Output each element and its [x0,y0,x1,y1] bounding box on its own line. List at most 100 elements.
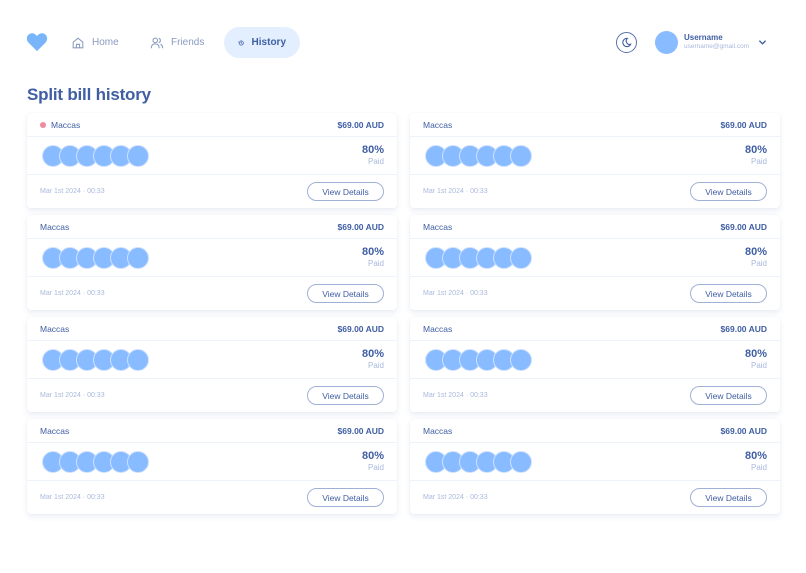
participant-avatars [423,144,532,167]
bill-card-header: Maccas $69.00 AUD [27,317,397,341]
view-details-button[interactable]: View Details [307,386,384,405]
paid-percentage: 80% Paid [362,451,384,472]
paid-percent-label: Paid [367,463,384,472]
nav-history[interactable]: History [224,27,300,58]
moon-icon [622,37,632,48]
bill-date: Mar 1st 2024 · 00:33 [40,392,105,399]
user-avatar [655,31,678,54]
bill-card-footer: Mar 1st 2024 · 00:33 View Details [410,481,780,514]
paid-percent-label: Paid [750,463,767,472]
bill-card-header: Maccas $69.00 AUD [27,113,397,137]
bill-card-header: Maccas $69.00 AUD [27,215,397,239]
participant-avatar [510,246,532,269]
bill-card-body: 80% Paid [410,443,780,481]
history-icon [238,40,244,45]
chevron-down-icon[interactable] [758,38,767,47]
paid-percent-value: 80% [361,348,384,360]
bill-amount: $69.00 AUD [720,323,767,334]
nav-home[interactable]: Home [57,27,133,58]
view-details-button[interactable]: View Details [307,182,384,201]
bill-card-footer: Mar 1st 2024 · 00:33 View Details [410,379,780,412]
participant-avatar [510,450,532,473]
bill-amount: $69.00 AUD [337,425,384,436]
bill-name-wrapper: Maccas [40,324,69,334]
users-icon [150,37,164,48]
bill-card-footer: Mar 1st 2024 · 00:33 View Details [27,277,397,310]
bill-name: Maccas [40,221,70,232]
bill-name: Maccas [423,119,453,130]
paid-percentage: 80% Paid [362,349,384,370]
paid-percentage: 80% Paid [362,247,384,268]
user-info: Username username@gmail.com [684,34,749,51]
view-details-button[interactable]: View Details [690,182,767,201]
paid-percent-value: 80% [744,246,767,258]
bill-amount: $69.00 AUD [337,221,384,232]
paid-percentage: 80% Paid [745,451,767,472]
bill-amount: $69.00 AUD [720,119,767,130]
bill-name: Maccas [51,119,81,130]
bill-card-body: 80% Paid [410,341,780,379]
paid-percent-value: 80% [361,450,384,462]
user-menu[interactable]: Username username@gmail.com [655,31,767,54]
nav-friends[interactable]: Friends [136,27,218,58]
view-details-button[interactable]: View Details [690,284,767,303]
bill-card-footer: Mar 1st 2024 · 00:33 View Details [27,379,397,412]
paid-percent-label: Paid [750,157,767,166]
bill-card-body: 80% Paid [27,137,397,175]
paid-percent-label: Paid [750,361,767,370]
participant-avatars [40,348,149,371]
bill-card-body: 80% Paid [27,341,397,379]
bill-name: Maccas [423,425,453,436]
paid-percent-value: 80% [361,246,384,258]
bill-amount: $69.00 AUD [337,323,384,334]
participant-avatar [127,246,149,269]
paid-percent-label: Paid [750,259,767,268]
bill-name-wrapper: Maccas [423,222,452,232]
bill-amount: $69.00 AUD [337,119,384,130]
nav-home-label: Home [92,37,119,48]
theme-toggle-button[interactable] [616,32,637,53]
bill-card-header: Maccas $69.00 AUD [410,419,780,443]
bill-card-body: 80% Paid [410,239,780,277]
participant-avatars [423,348,532,371]
view-details-button[interactable]: View Details [690,386,767,405]
participant-avatar [510,144,532,167]
bill-card-body: 80% Paid [27,443,397,481]
bill-card-header: Maccas $69.00 AUD [410,113,780,137]
participant-avatars [40,450,149,473]
bill-name: Maccas [423,323,453,334]
view-details-button[interactable]: View Details [307,488,384,507]
paid-percent-label: Paid [367,157,384,166]
bill-name-wrapper: Maccas [40,426,69,436]
participant-avatar [510,348,532,371]
bill-date: Mar 1st 2024 · 00:33 [423,290,488,297]
bill-card-body: 80% Paid [27,239,397,277]
bill-date: Mar 1st 2024 · 00:33 [40,494,105,501]
bill-date: Mar 1st 2024 · 00:33 [423,392,488,399]
paid-percent-value: 80% [744,450,767,462]
unread-dot [40,121,46,128]
bill-name: Maccas [40,425,70,436]
top-navigation-bar: Home Friends History Username username@g… [0,0,806,85]
bill-card: Maccas $69.00 AUD 80% Paid Mar 1st 2024 … [410,419,780,514]
heart-icon[interactable] [26,32,48,52]
paid-percentage: 80% Paid [745,145,767,166]
paid-percentage: 80% Paid [745,247,767,268]
bill-card: Maccas $69.00 AUD 80% Paid Mar 1st 2024 … [27,419,397,514]
view-details-button[interactable]: View Details [307,284,384,303]
participant-avatars [40,144,149,167]
bill-card: Maccas $69.00 AUD 80% Paid Mar 1st 2024 … [410,317,780,412]
nav-history-label: History [251,37,286,48]
participant-avatar [127,144,149,167]
bill-card: Maccas $69.00 AUD 80% Paid Mar 1st 2024 … [410,113,780,208]
bill-date: Mar 1st 2024 · 00:33 [423,188,488,195]
participant-avatar [127,348,149,371]
bill-card-footer: Mar 1st 2024 · 00:33 View Details [410,175,780,208]
bill-card-header: Maccas $69.00 AUD [410,215,780,239]
bill-date: Mar 1st 2024 · 00:33 [40,290,105,297]
bill-name-wrapper: Maccas [423,120,452,130]
bill-name-wrapper: Maccas [40,120,80,130]
view-details-button[interactable]: View Details [690,488,767,507]
paid-percentage: 80% Paid [745,349,767,370]
paid-percentage: 80% Paid [362,145,384,166]
